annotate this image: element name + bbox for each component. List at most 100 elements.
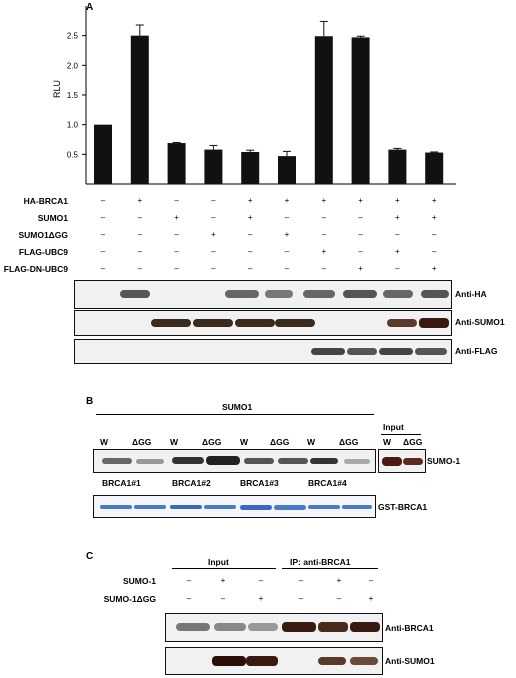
treatment-sign: – [431,247,437,256]
panel-c-input-label: Input [208,557,229,567]
lane-label: ΔGG [270,437,290,447]
panel-c-row-label: SUMO-1ΔGG [103,594,156,604]
treatment-sign: – [174,230,179,239]
blot-label-anti-brca1: Anti-BRCA1 [385,623,434,633]
panel-c-sign: – [258,576,264,585]
construct-label: BRCA1#3 [240,478,279,488]
treatment-sign: – [431,230,437,239]
treatment-sign: – [100,230,106,239]
panel-c-ip-bracket [282,568,378,569]
treatment-sign: – [284,213,290,222]
panel-label-b: B [86,396,94,407]
treatment-sign: – [321,213,327,222]
treatment-sign: – [211,196,216,205]
treatment-sign: – [211,264,216,273]
treatment-label: FLAG-DN-UBC9 [3,264,68,274]
blot-sumo-1 [93,449,376,473]
treatment-sign: + [395,213,400,222]
y-tick-label: 1.5 [67,91,79,100]
panel-label-a: A [86,2,94,13]
panel-c-sign: + [220,576,226,585]
treatment-sign: – [174,264,179,273]
panel-c-sign: – [186,594,192,603]
treatment-sign: – [395,230,400,239]
y-tick-label: 1.0 [67,121,79,130]
treatment-sign: – [137,247,143,256]
treatment-sign: + [284,230,290,239]
panel-c-sign: – [336,594,342,603]
blot-anti-sumo1 [74,310,452,336]
treatment-sign: – [284,247,290,256]
lane-label: W [170,437,179,447]
treatment-sign: – [137,264,143,273]
treatment-sign: + [321,247,327,256]
bar [351,37,370,184]
treatment-sign: – [137,213,143,222]
y-tick-label: 2.5 [67,32,79,41]
lane-label: W [240,437,249,447]
blot-anti-flag [74,339,452,364]
panel-c-row-label: SUMO-1 [122,576,156,586]
blot-label-gst-brca1: GST-BRCA1 [378,502,428,512]
construct-label: BRCA1#1 [102,478,141,488]
treatment-sign: – [100,213,106,222]
input-lane-label: W [383,437,392,447]
construct-label: BRCA1#4 [308,478,347,488]
treatment-sign: – [211,247,216,256]
bar [241,151,260,184]
panel-label-c: C [86,551,94,562]
treatment-sign: + [247,196,253,205]
treatment-sign: + [358,196,363,205]
lane-label: ΔGG [339,437,359,447]
treatment-sign: – [358,213,363,222]
y-tick-label: 0.5 [67,150,79,159]
treatment-sign: – [100,264,106,273]
bar [167,143,186,184]
treatment-sign: – [247,247,253,256]
y-axis-label: RLU [52,79,63,99]
treatment-sign: + [321,196,327,205]
panel-c-sign: + [258,594,264,603]
bar [314,36,333,185]
treatment-label: FLAG-UBC9 [18,247,68,257]
input-lane-label: ΔGG [403,437,423,447]
treatment-sign: + [395,247,400,256]
blot-anti-ha [74,280,452,309]
treatment-sign: – [137,230,143,239]
treatment-sign: – [284,264,290,273]
lane-label: ΔGG [202,437,222,447]
treatment-sign: + [358,264,363,273]
treatment-sign: – [247,264,253,273]
treatment-sign: + [211,230,216,239]
treatment-sign: + [431,264,437,273]
panel-b-input-bracket [381,434,421,435]
treatment-sign: – [358,230,363,239]
panel-c-sign: – [186,576,192,585]
lane-label: ΔGG [132,437,152,447]
blot-label-anti-sumo1: Anti-SUMO1 [455,317,505,327]
lane-label: W [307,437,316,447]
panel-b-input-label: Input [383,422,404,432]
blot-gst-brca1 [93,495,376,518]
bar [204,149,223,184]
panel-c-sign: + [368,594,374,603]
treatment-label: SUMO1 [37,213,68,223]
treatment-sign: + [284,196,290,205]
treatment-sign: + [431,196,437,205]
blot-label-anti-sumo1-c: Anti-SUMO1 [385,656,435,666]
panel-c-sign: – [298,594,304,603]
treatment-sign: – [247,230,253,239]
bar [278,156,296,184]
treatment-sign: + [431,213,437,222]
bar-chart: 0.5 1.0 1.5 2.0 2.5 [67,6,456,185]
treatment-sign: – [211,213,216,222]
blot-label-anti-flag: Anti-FLAG [455,346,498,356]
panel-c-sign: – [220,594,226,603]
treatment-sign: – [100,196,106,205]
blot-anti-sumo1-c [165,647,383,675]
treatment-label: SUMO1ΔGG [18,230,68,240]
treatment-label: HA-BRCA1 [23,196,68,206]
blot-anti-brca1 [165,613,383,642]
blot-label-sumo-1: SUMO-1 [427,456,461,466]
blot-label-anti-ha: Anti-HA [455,289,487,299]
